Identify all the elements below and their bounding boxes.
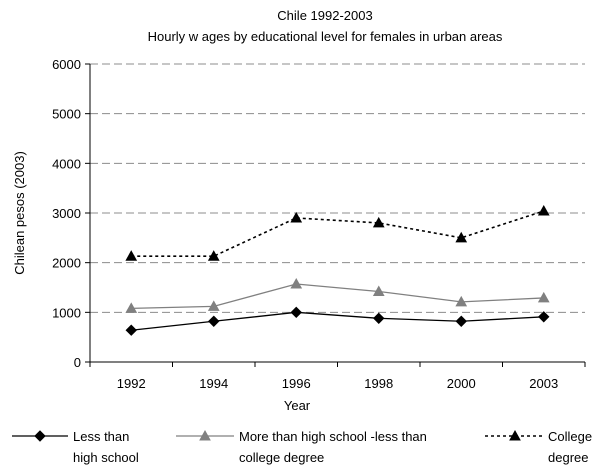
legend-label: degree: [548, 450, 588, 465]
data-point: [207, 250, 220, 261]
y-tick-label: 2000: [52, 256, 81, 271]
legend-swatch-marker: [34, 430, 46, 442]
data-point: [455, 231, 468, 243]
legend-label: College: [548, 429, 592, 444]
legend-label: high school: [73, 450, 139, 465]
legend-label: More than high school -less than: [239, 429, 427, 444]
y-tick-label: 4000: [52, 156, 81, 171]
data-point: [537, 291, 550, 303]
data-point: [290, 277, 303, 289]
data-point: [538, 311, 550, 323]
data-point: [207, 300, 220, 311]
x-tick-label: 1998: [364, 376, 393, 391]
y-tick-label: 1000: [52, 305, 81, 320]
chart-title: Chile 1992-2003: [277, 8, 372, 23]
data-point: [208, 315, 220, 327]
data-point: [125, 250, 138, 261]
x-tick-label: 1994: [199, 376, 228, 391]
series-line-1: [131, 311, 544, 331]
y-tick-label: 3000: [52, 206, 81, 221]
data-point: [125, 302, 138, 313]
data-point: [372, 216, 385, 228]
series-line-3: [131, 210, 544, 258]
data-point: [125, 324, 137, 336]
series-line-2: [131, 283, 544, 310]
series-lines: [125, 204, 550, 336]
data-point: [372, 285, 385, 296]
x-tick-label: 1996: [282, 376, 311, 391]
x-tick-label: 2003: [529, 376, 558, 391]
legend-swatch-marker: [509, 429, 521, 441]
gridlines: [90, 63, 585, 313]
data-point: [455, 315, 467, 327]
axes: 0 1000 2000 3000 4000 5000 6000 1992 1994 1996 199…: [52, 57, 586, 391]
legend-label: college degree: [239, 450, 324, 465]
legend-swatch-marker: [199, 429, 211, 441]
data-point: [290, 306, 302, 319]
y-tick-label: 0: [74, 355, 81, 370]
chart-subtitle: Hourly w ages by educational level for f…: [148, 29, 503, 44]
legend: Less than high school More than high schoo…: [12, 429, 592, 465]
y-axis-label: Chilean pesos (2003): [12, 151, 27, 275]
x-axis-label: Year: [284, 398, 311, 413]
y-tick-label: 5000: [52, 107, 81, 122]
data-point: [373, 312, 385, 325]
data-point: [537, 204, 550, 216]
legend-label: Less than: [73, 429, 129, 444]
data-point: [290, 211, 303, 223]
data-point: [455, 295, 468, 307]
x-tick-label: 1992: [117, 376, 146, 391]
y-tick-label: 6000: [52, 57, 81, 72]
x-tick-label: 2000: [447, 376, 476, 391]
